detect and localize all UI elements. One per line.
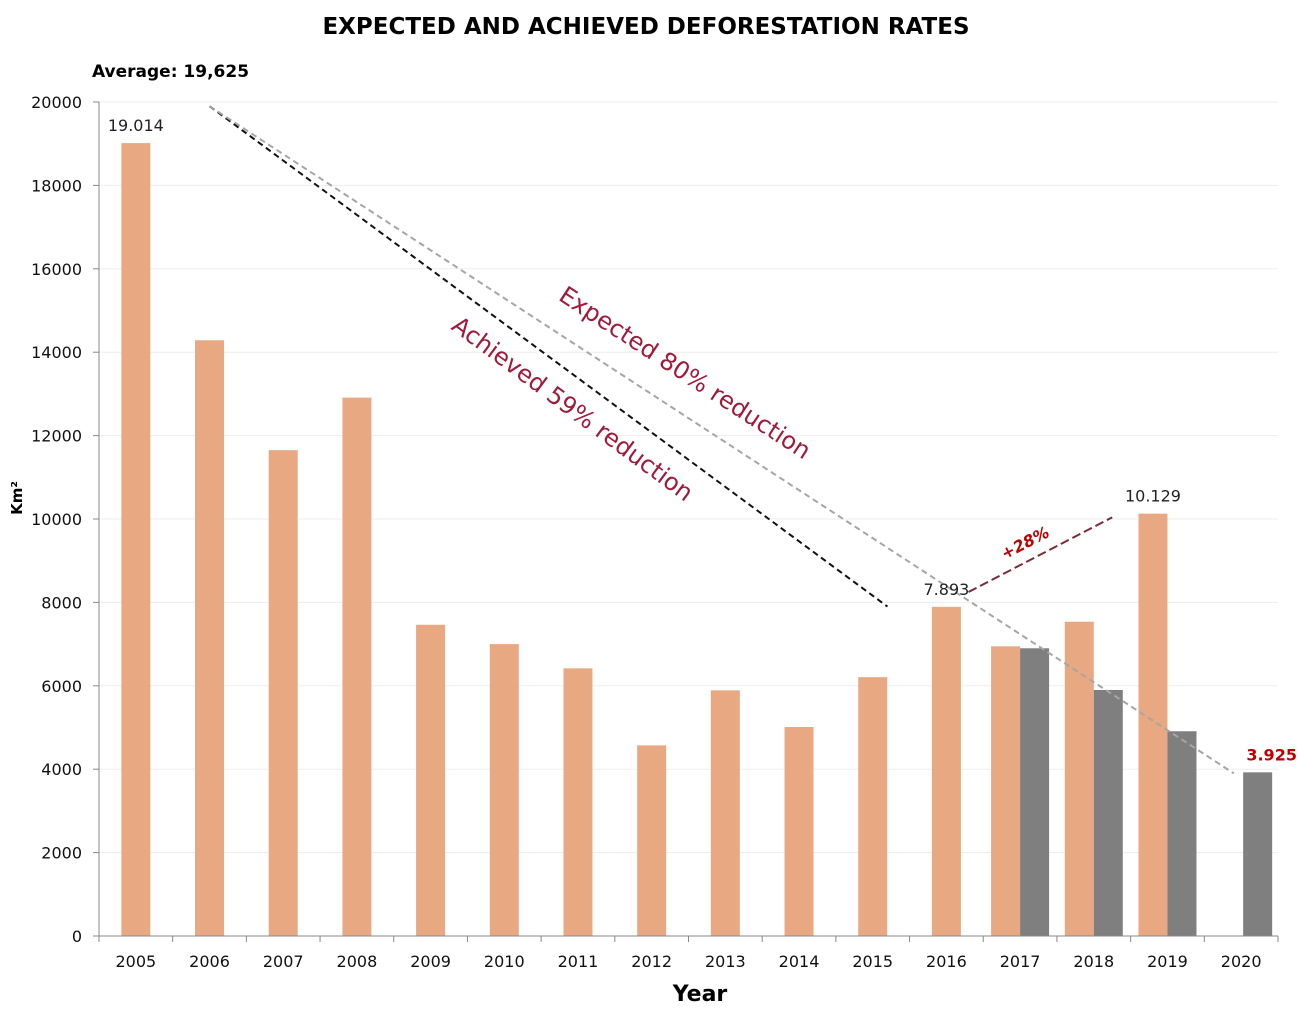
bar-achieved-2007	[268, 450, 298, 936]
bar-expected-2020	[1243, 772, 1273, 936]
x-tick-label-2014: 2014	[779, 952, 820, 971]
bars	[121, 143, 1273, 936]
chart-subtitle-average: Average: 19,625	[92, 62, 249, 82]
x-tick-label-2010: 2010	[484, 952, 525, 971]
x-tick-label-2013: 2013	[705, 952, 746, 971]
data-label-2019: 10.129	[1125, 487, 1181, 506]
bar-expected-2018	[1093, 689, 1123, 936]
x-tick-label-2011: 2011	[558, 952, 599, 971]
x-tick-label-2018: 2018	[1073, 952, 1114, 971]
bar-achieved-2012	[637, 745, 667, 936]
bar-achieved-2008	[342, 397, 372, 936]
bar-achieved-2019	[1138, 513, 1168, 936]
increase-annotation: +28%	[998, 523, 1053, 564]
data-labels: 19.014 7.893 10.129 3.925	[108, 116, 1297, 764]
increase-arrow	[968, 516, 1113, 593]
bar-achieved-2013	[710, 690, 740, 936]
bar-achieved-2018	[1064, 621, 1094, 936]
x-tick-label-2005: 2005	[115, 952, 156, 971]
y-tick-label-10000: 10000	[31, 510, 82, 529]
y-tick-label-8000: 8000	[41, 593, 82, 612]
x-axis-label: Year	[672, 982, 728, 1007]
bar-achieved-2011	[563, 668, 593, 936]
data-label-2005: 19.014	[108, 116, 164, 135]
x-tick-label-2008: 2008	[337, 952, 378, 971]
x-tick-label-2007: 2007	[263, 952, 304, 971]
x-tick-label-2006: 2006	[189, 952, 230, 971]
achieved-trend	[208, 105, 889, 608]
bar-achieved-2009	[416, 624, 446, 936]
y-tick-label-16000: 16000	[31, 260, 82, 279]
bar-achieved-2014	[784, 726, 814, 936]
bar-achieved-2017	[991, 646, 1021, 936]
y-tick-label-18000: 18000	[31, 176, 82, 195]
y-tick-label-2000: 2000	[41, 844, 82, 863]
expected-trend	[208, 105, 1235, 775]
y-axis-label: Km²	[8, 481, 26, 515]
bar-achieved-2010	[489, 644, 519, 936]
x-tick-label-2016: 2016	[926, 952, 967, 971]
x-tick-label-2009: 2009	[410, 952, 451, 971]
x-tick-label-2019: 2019	[1147, 952, 1188, 971]
trend-lines	[208, 105, 1235, 775]
axes: 0 2000 4000 6000 8000 10000 12000 14000 16000 180…	[31, 93, 1279, 971]
bar-achieved-2016	[931, 606, 961, 936]
y-tick-label-4000: 4000	[41, 760, 82, 779]
x-tick-label-2015: 2015	[852, 952, 893, 971]
data-label-2016: 7.893	[924, 580, 970, 599]
chart-title: EXPECTED AND ACHIEVED DEFORESTATION RATE…	[322, 14, 969, 40]
y-tick-label-6000: 6000	[41, 677, 82, 696]
bar-achieved-2015	[858, 677, 888, 936]
y-tick-label-14000: 14000	[31, 343, 82, 362]
data-label-2020: 3.925	[1246, 745, 1297, 764]
bar-achieved-2006	[195, 340, 225, 936]
y-tick-label-0: 0	[72, 927, 82, 946]
x-tick-label-2020: 2020	[1221, 952, 1262, 971]
x-tick-label-2012: 2012	[631, 952, 672, 971]
bar-expected-2019	[1167, 731, 1197, 936]
bar-expected-2017	[1020, 648, 1050, 936]
y-tick-label-20000: 20000	[31, 93, 82, 112]
x-tick-label-2017: 2017	[1000, 952, 1041, 971]
bar-achieved-2005	[121, 143, 151, 936]
y-tick-label-12000: 12000	[31, 427, 82, 446]
